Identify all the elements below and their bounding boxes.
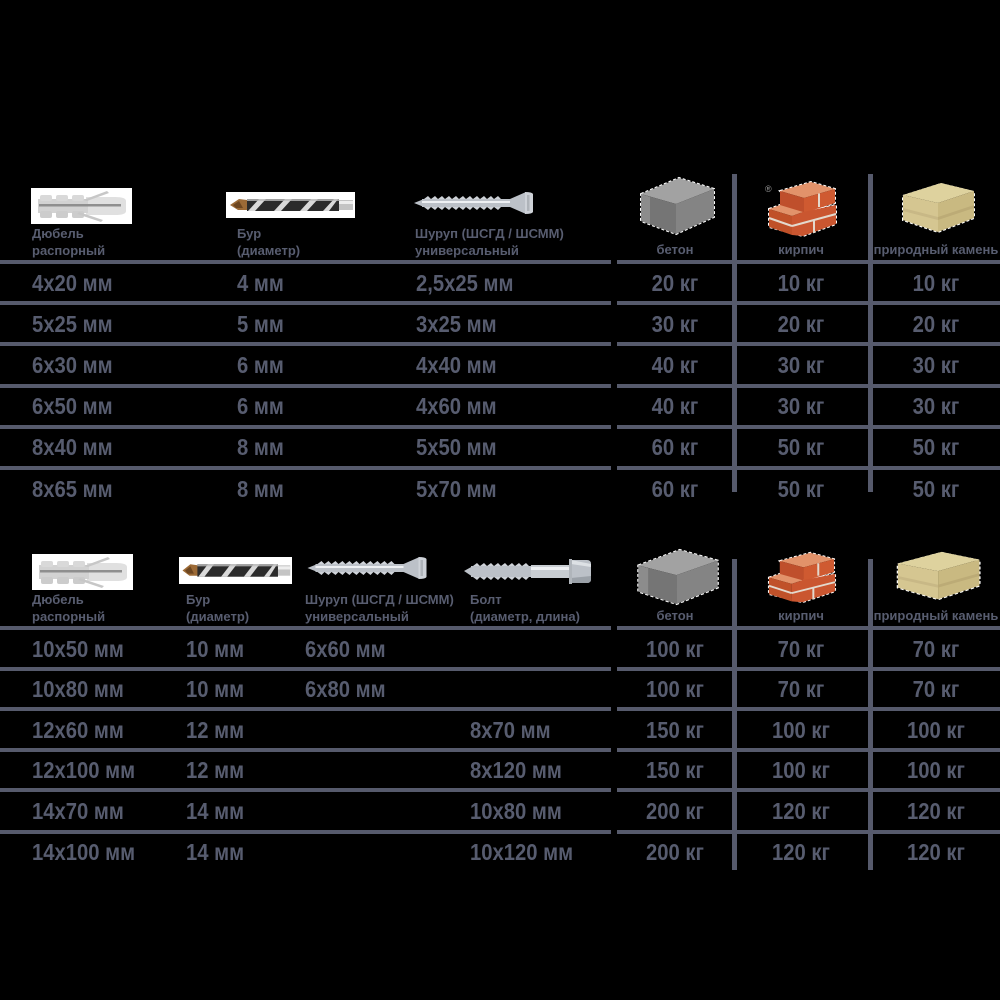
- svg-text:®: ®: [765, 184, 772, 194]
